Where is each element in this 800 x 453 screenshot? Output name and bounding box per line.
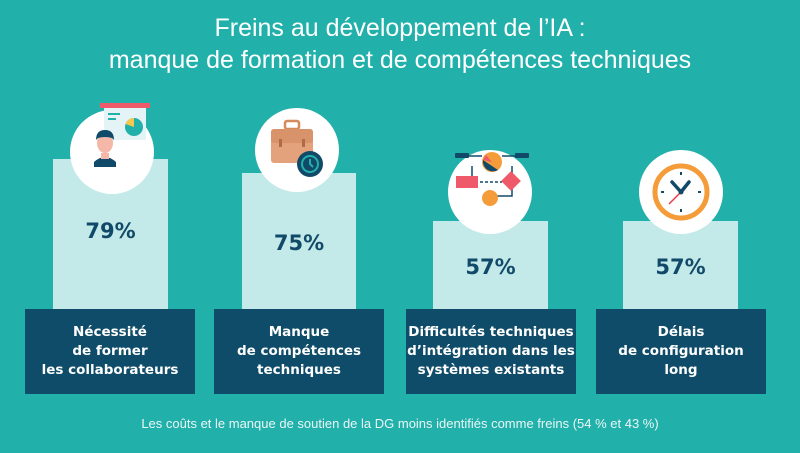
category-label-1: Nécessité de former les collaborateurs: [25, 309, 195, 394]
chart-title: Freins au développement de l’IA : manque…: [0, 12, 800, 76]
briefcase-clock-icon: [271, 119, 323, 177]
bar-value: 57%: [465, 255, 516, 279]
flowchart-integration-icon: [455, 152, 529, 206]
bar-4: 57%: [623, 221, 738, 309]
clock-icon: [652, 163, 710, 221]
bar-value: 57%: [655, 255, 706, 279]
bar-3: 57%: [433, 221, 548, 309]
title-line-2: manque de formation et de compétences te…: [108, 46, 692, 74]
trainer-presentation-icon: [94, 103, 150, 167]
category-label-4: Délais de configuration long: [596, 309, 766, 394]
bar-value: 79%: [85, 219, 136, 243]
category-label-3: Difficultés techniques d’intégration dan…: [406, 309, 576, 394]
category-label-2: Manque de compétences techniques: [214, 309, 384, 394]
title-line-1: Freins au développement de l’IA :: [214, 14, 586, 42]
bar-2: 75%: [242, 173, 356, 309]
footnote: Les coûts et le manque de soutien de la …: [141, 416, 659, 431]
bar-value: 75%: [273, 231, 325, 255]
